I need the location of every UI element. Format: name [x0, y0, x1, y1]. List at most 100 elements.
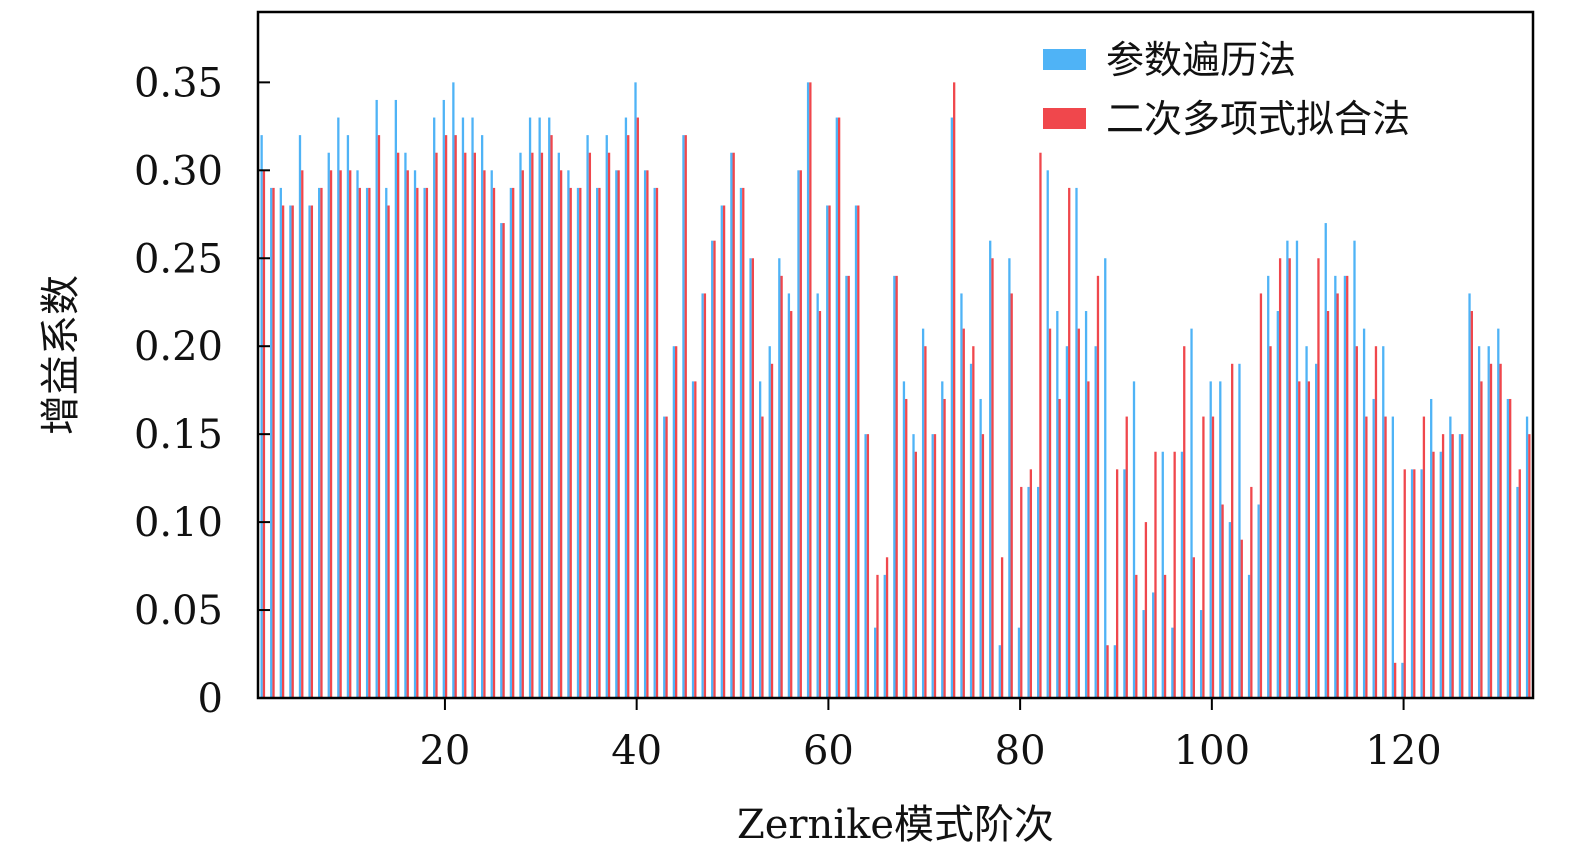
- bar-series-1-mode-74: [960, 293, 963, 698]
- bar-series-2-mode-38: [617, 170, 620, 698]
- bar-series-2-mode-111: [1317, 258, 1320, 698]
- bar-series-1-mode-133: [1525, 416, 1529, 698]
- bar-series-1-mode-72: [941, 381, 944, 698]
- bar-series-2-mode-15: [397, 152, 400, 699]
- bar-series-2-mode-11: [358, 187, 361, 698]
- bar-series-2-mode-44: [675, 346, 678, 698]
- bar-series-2-mode-87: [1087, 381, 1090, 698]
- bar-series-1-mode-40: [634, 82, 637, 699]
- bar-series-2-mode-119: [1394, 662, 1397, 698]
- bar-series-2-mode-95: [1163, 574, 1167, 698]
- bar-series-2-mode-80: [1020, 486, 1023, 698]
- bar-series-2-mode-37: [607, 152, 611, 699]
- x-tick-label: 60: [803, 728, 854, 774]
- bar-series-2-mode-82: [1039, 152, 1042, 699]
- x-tick-label: 40: [611, 728, 662, 774]
- y-tick-label: 0.15: [134, 412, 223, 458]
- bar-series-2-mode-39: [627, 135, 630, 698]
- bar-series-2-mode-118: [1384, 416, 1387, 698]
- bar-series-1-mode-131: [1506, 398, 1510, 698]
- bar-series-1-mode-52: [749, 258, 752, 698]
- bar-series-1-mode-108: [1286, 240, 1289, 699]
- bar-series-2-mode-5: [301, 170, 304, 698]
- y-tick-label: 0.05: [134, 588, 223, 634]
- x-tick-label: 120: [1365, 728, 1441, 774]
- bar-series-1-mode-20: [442, 99, 445, 698]
- bar-series-2-mode-114: [1346, 275, 1349, 698]
- bar-series-1-mode-128: [1477, 346, 1481, 698]
- bar-series-2-mode-97: [1183, 346, 1186, 698]
- bar-series-2-mode-61: [837, 117, 841, 699]
- bar-series-1-mode-46: [691, 381, 695, 698]
- bar-series-2-mode-67: [895, 275, 898, 698]
- bar-series-1-mode-88: [1094, 346, 1097, 698]
- bar-series-2-mode-68: [905, 398, 908, 698]
- bar-series-1-mode-83: [1046, 170, 1049, 698]
- bar-series-1-mode-81: [1027, 486, 1030, 698]
- x-axis-title: Zernike模式阶次: [737, 802, 1054, 848]
- legend-label-series-2: 二次多项式拟合法: [1106, 97, 1410, 141]
- bar-series-2-mode-60: [828, 205, 831, 699]
- bar-series-2-mode-26: [502, 223, 505, 698]
- bar-series-2-mode-93: [1144, 522, 1148, 698]
- bar-series-1-mode-85: [1065, 346, 1069, 698]
- bar-series-1-mode-56: [787, 293, 791, 698]
- bar-series-2-mode-22: [464, 152, 467, 699]
- bar-series-2-mode-51: [742, 187, 745, 698]
- bar-series-1-mode-12: [365, 187, 369, 698]
- bar-series-1-mode-114: [1343, 275, 1347, 698]
- bar-series-1-mode-112: [1324, 223, 1327, 698]
- bar-series-2-mode-42: [655, 187, 659, 698]
- bar-series-2-mode-30: [540, 152, 544, 699]
- bar-series-2-mode-52: [751, 258, 754, 698]
- legend-swatch-series-1: [1043, 49, 1086, 70]
- bar-series-2-mode-101: [1221, 504, 1224, 698]
- bar-series-1-mode-126: [1458, 434, 1462, 698]
- bar-series-1-mode-11: [356, 170, 359, 698]
- bar-series-2-mode-103: [1240, 539, 1243, 698]
- bar-series-2-mode-77: [991, 258, 994, 698]
- bar-series-2-mode-43: [665, 416, 668, 698]
- bar-series-1-mode-6: [308, 205, 311, 699]
- bar-series-2-mode-104: [1250, 486, 1253, 698]
- bar-series-1-mode-27: [509, 187, 513, 698]
- bar-series-1-mode-35: [586, 135, 589, 698]
- bar-series-2-mode-120: [1403, 469, 1406, 698]
- bar-series-2-mode-56: [790, 311, 793, 698]
- bar-series-2-mode-34: [579, 187, 582, 698]
- plot-frame: [256, 10, 1535, 700]
- bar-series-1-mode-101: [1219, 381, 1222, 698]
- bar-series-1-mode-22: [461, 117, 465, 699]
- bar-series-2-mode-7: [320, 187, 323, 698]
- bar-series-1-mode-55: [778, 258, 781, 698]
- bar-series-1-mode-1: [260, 135, 263, 698]
- bar-series-2-mode-78: [1000, 557, 1004, 698]
- bar-series-1-mode-106: [1267, 275, 1270, 698]
- bar-series-1-mode-15: [394, 99, 397, 698]
- bar-series-1-mode-109: [1295, 240, 1299, 699]
- bar-series-1-mode-24: [480, 135, 484, 698]
- bar-series-1-mode-97: [1180, 451, 1184, 698]
- bar-series-1-mode-89: [1104, 258, 1107, 698]
- bar-series-2-mode-12: [368, 187, 371, 698]
- legend-swatch-series-2: [1043, 108, 1086, 129]
- bar-series-2-mode-112: [1326, 311, 1330, 698]
- bar-series-2-mode-74: [962, 328, 965, 698]
- bar-series-1-mode-110: [1305, 346, 1308, 698]
- bar-series-2-mode-108: [1288, 258, 1291, 698]
- bar-series-1-mode-73: [950, 117, 954, 699]
- bar-series-1-mode-121: [1410, 469, 1414, 698]
- bar-series-1-mode-77: [989, 240, 992, 699]
- bar-series-2-mode-81: [1029, 469, 1033, 698]
- bar-series-2-mode-75: [972, 346, 975, 698]
- bar-series-2-mode-109: [1298, 381, 1301, 698]
- bar-series-2-mode-124: [1441, 434, 1445, 698]
- bar-series-2-mode-73: [953, 82, 956, 699]
- bar-series-2-mode-41: [646, 170, 649, 698]
- bar-series-1-mode-95: [1161, 451, 1164, 698]
- bar-series-2-mode-16: [406, 170, 409, 698]
- bar-series-1-mode-66: [883, 574, 886, 698]
- bar-series-1-mode-7: [318, 187, 321, 698]
- bar-series-2-mode-19: [435, 152, 438, 699]
